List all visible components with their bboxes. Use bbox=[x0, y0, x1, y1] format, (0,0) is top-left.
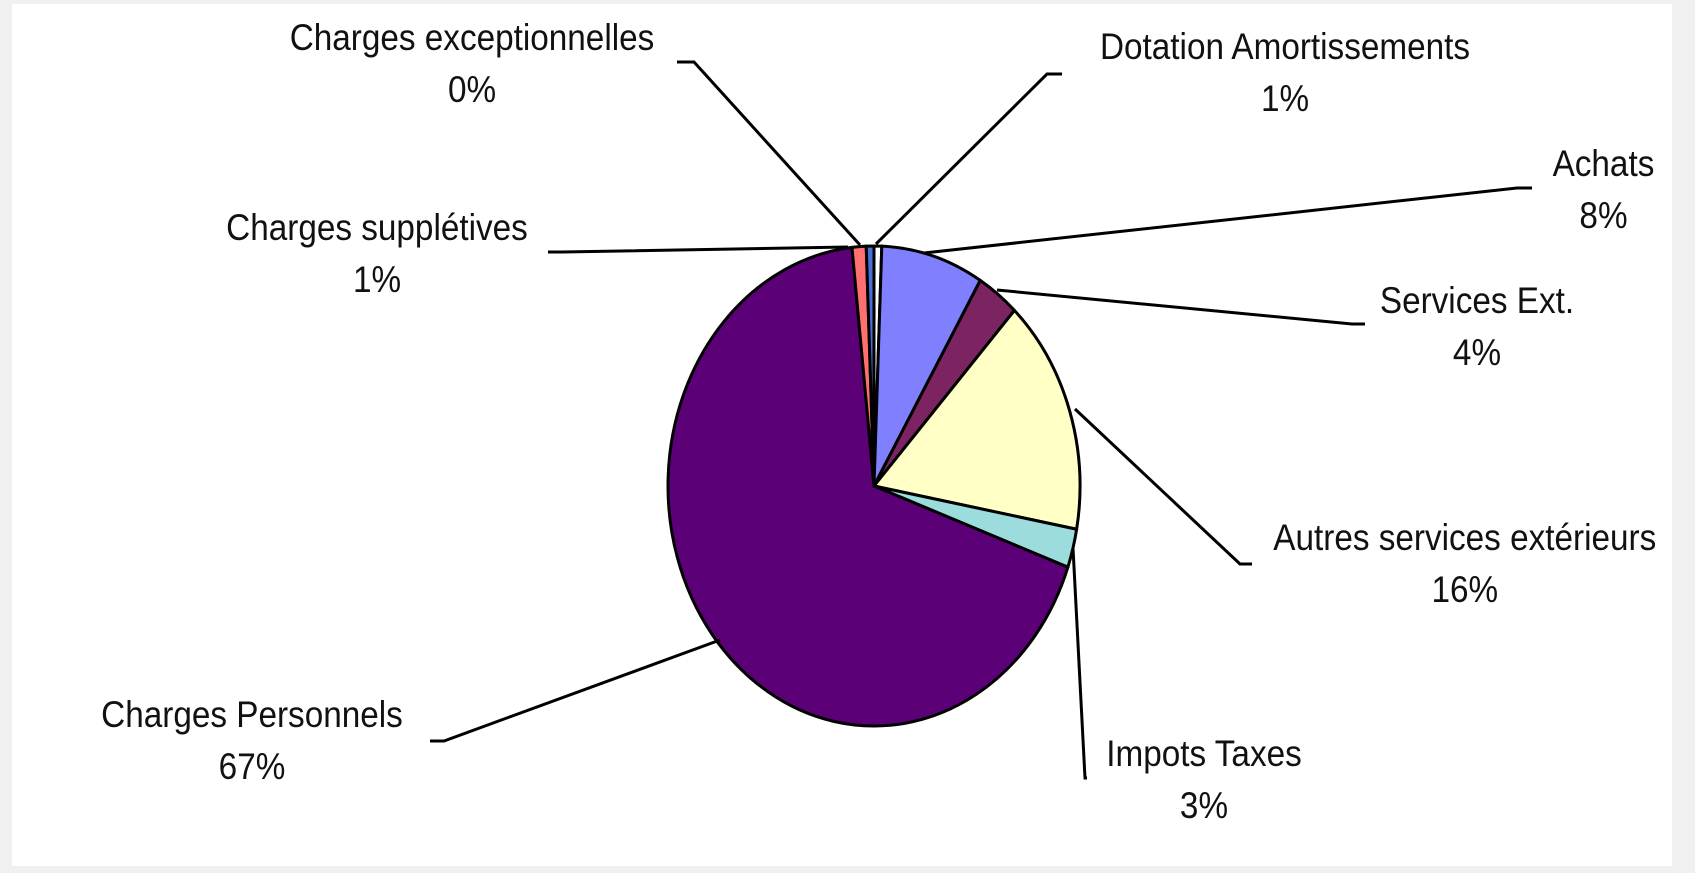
pie-slices bbox=[666, 244, 1082, 728]
slice-percent-dotation-amortissements: 1% bbox=[1261, 78, 1309, 119]
pie-slice-achats bbox=[872, 244, 982, 488]
leader-line-services-ext bbox=[996, 288, 1365, 326]
slice-labels: Dotation Amortissements 1% Achats 8% Service… bbox=[101, 17, 1656, 826]
pie-slice-charges-personnels bbox=[666, 245, 1070, 728]
chart-panel: Dotation Amortissements 1% Achats 8% Service… bbox=[12, 4, 1672, 866]
slice-percent-impots-taxes: 3% bbox=[1180, 785, 1228, 826]
leader-line-achats bbox=[923, 186, 1532, 255]
slice-label-services-ext: Services Ext. bbox=[1380, 280, 1574, 321]
pie-slice-autres-services-exterieurs bbox=[872, 308, 1082, 531]
pie-chart: Dotation Amortissements 1% Achats 8% Service… bbox=[101, 17, 1656, 826]
pie-slice-charges-exceptionnelles bbox=[864, 244, 876, 488]
slice-label-charges-personnels: Charges Personnels bbox=[101, 694, 403, 735]
slice-percent-charges-suppletives: 1% bbox=[353, 259, 401, 300]
slice-label-autres-services-exterieurs: Autres services extérieurs bbox=[1273, 517, 1656, 558]
slice-label-achats: Achats bbox=[1553, 143, 1655, 184]
slice-percent-services-ext: 4% bbox=[1453, 332, 1501, 373]
leader-line-autres-services-exterieurs bbox=[1073, 407, 1252, 566]
slice-label-dotation-amortissements: Dotation Amortissements bbox=[1100, 26, 1470, 67]
slice-percent-achats: 8% bbox=[1579, 195, 1627, 236]
leader-line-charges-suppletives bbox=[548, 245, 849, 254]
leader-line-impots-taxes bbox=[1071, 547, 1087, 780]
leader-line-dotation-amortissements bbox=[874, 72, 1062, 246]
slice-percent-charges-exceptionnelles: 0% bbox=[448, 69, 496, 110]
leader-line-charges-exceptionnelles bbox=[677, 60, 862, 247]
slice-percent-charges-personnels: 67% bbox=[219, 746, 286, 787]
leader-line-charges-personnels bbox=[430, 638, 721, 743]
slice-label-charges-suppletives: Charges supplétives bbox=[226, 207, 528, 248]
slice-label-charges-exceptionnelles: Charges exceptionnelles bbox=[290, 17, 655, 58]
slice-percent-autres-services-exterieurs: 16% bbox=[1431, 569, 1498, 610]
slice-label-impots-taxes: Impots Taxes bbox=[1106, 733, 1302, 774]
leader-lines bbox=[430, 60, 1532, 780]
